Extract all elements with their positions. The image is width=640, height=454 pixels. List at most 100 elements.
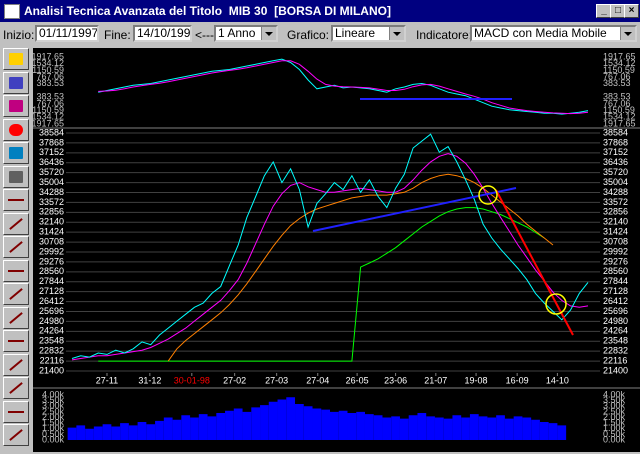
y-tick-label: 33572 bbox=[39, 197, 64, 207]
y-tick-label-right: 25696 bbox=[603, 306, 628, 316]
y-tick-label: 1917.65 bbox=[31, 118, 64, 128]
y-tick-label: 29276 bbox=[39, 256, 64, 266]
title-bar: Analisi Tecnica Avanzata del Titolo MIB … bbox=[0, 0, 640, 22]
tool-button[interactable] bbox=[3, 142, 29, 164]
y-tick-label-right: 1150.59 bbox=[603, 65, 635, 75]
volume-bar bbox=[155, 420, 164, 440]
y-tick-label-right: 26412 bbox=[603, 296, 628, 306]
start-input[interactable]: 01/11/1997 bbox=[35, 25, 99, 42]
y-tick-label: 26412 bbox=[39, 296, 64, 306]
tool-button[interactable] bbox=[3, 71, 29, 94]
chart-label: Grafico: bbox=[287, 28, 330, 42]
highlight-circle bbox=[478, 185, 498, 205]
tool-icon bbox=[8, 199, 24, 201]
volume-bar bbox=[277, 399, 287, 440]
tool-button[interactable] bbox=[3, 377, 29, 399]
volume-bar bbox=[102, 424, 112, 440]
y-tick-label: 1.00k bbox=[42, 423, 65, 433]
tool-button[interactable] bbox=[3, 165, 29, 188]
indicator-select[interactable]: MACD con Media Mobile bbox=[470, 25, 637, 42]
tool-button[interactable] bbox=[3, 189, 29, 211]
y-tick-label: 22116 bbox=[40, 355, 64, 365]
y-tick-label-right: 1534.12 bbox=[603, 112, 636, 122]
y-tick-label: 2.00k bbox=[42, 412, 65, 422]
tool-button[interactable] bbox=[3, 48, 29, 70]
y-tick-label: 31424 bbox=[39, 227, 64, 237]
y-tick-label: 383.53 bbox=[36, 92, 64, 102]
volume-bar bbox=[330, 411, 339, 440]
chart-select[interactable]: Lineare bbox=[331, 25, 406, 42]
dropdown-arrow[interactable] bbox=[620, 27, 635, 40]
tool-icon bbox=[9, 53, 23, 65]
volume-bar bbox=[338, 410, 348, 440]
tool-icon bbox=[8, 340, 24, 342]
volume-bar bbox=[181, 415, 191, 440]
y-tick-label-right: 24980 bbox=[603, 316, 628, 326]
volume-bar bbox=[417, 413, 427, 440]
volume-bar bbox=[373, 415, 383, 440]
volume-bar bbox=[198, 414, 208, 440]
y-tick-label-right: 1.00k bbox=[603, 423, 626, 433]
y-tick-label: 383.53 bbox=[36, 78, 64, 88]
y-tick-label: 21400 bbox=[39, 365, 64, 375]
y-tick-label: 32856 bbox=[39, 207, 64, 217]
tool-button[interactable] bbox=[3, 353, 29, 376]
tool-button[interactable] bbox=[3, 118, 29, 141]
y-tick-label-right: 36436 bbox=[603, 157, 628, 167]
indicator-value: MACD con Media Mobile bbox=[474, 26, 607, 40]
y-tick-label: 3.50k bbox=[42, 395, 65, 405]
volume-bar bbox=[478, 416, 488, 440]
volume-bar bbox=[557, 425, 567, 440]
end-input[interactable]: 14/10/1998 bbox=[133, 25, 192, 42]
tool-button[interactable] bbox=[3, 306, 29, 329]
y-tick-label: 0.00k bbox=[42, 434, 65, 444]
volume-bar bbox=[286, 397, 296, 440]
tool-button[interactable] bbox=[3, 400, 29, 423]
y-tick-label-right: 31424 bbox=[603, 227, 628, 237]
x-tick-label: 30-01-98 bbox=[174, 375, 210, 385]
volume-bar bbox=[233, 408, 243, 440]
volume-bar bbox=[295, 404, 304, 440]
y-tick-label-right: 3.50k bbox=[603, 395, 626, 405]
y-tick-label-right: 27128 bbox=[603, 286, 628, 296]
y-tick-label: 35720 bbox=[39, 167, 64, 177]
y-tick-label-right: 383.53 bbox=[603, 78, 631, 88]
y-tick-label-right: 2.50k bbox=[603, 406, 626, 416]
volume-bar bbox=[242, 411, 252, 440]
y-tick-label: 22832 bbox=[39, 346, 64, 356]
volume-bar bbox=[382, 417, 392, 440]
x-tick-label: 26-05 bbox=[346, 375, 369, 385]
tool-button[interactable] bbox=[3, 330, 29, 352]
tool-button[interactable] bbox=[3, 212, 29, 235]
y-tick-label-right: 30708 bbox=[603, 236, 628, 246]
volume-bar bbox=[531, 419, 540, 440]
volume-bar bbox=[163, 417, 173, 440]
tool-button[interactable] bbox=[3, 283, 29, 305]
close-button[interactable]: × bbox=[624, 4, 639, 18]
series-line bbox=[98, 60, 589, 115]
dropdown-arrow[interactable] bbox=[389, 27, 404, 40]
indicator-label: Indicatore: bbox=[416, 28, 473, 42]
volume-bar bbox=[120, 423, 129, 440]
volume-bar bbox=[434, 417, 444, 440]
volume-bar bbox=[251, 407, 261, 440]
arrow-label: <--- bbox=[195, 28, 214, 42]
y-tick-label-right: 38584 bbox=[603, 127, 628, 137]
app-icon bbox=[4, 4, 20, 19]
y-tick-label-right: 29276 bbox=[603, 256, 628, 266]
tool-button[interactable] bbox=[3, 259, 29, 282]
tool-button[interactable] bbox=[3, 95, 29, 117]
x-tick-label: 19-08 bbox=[465, 375, 488, 385]
tool-button[interactable] bbox=[3, 424, 29, 446]
volume-bar bbox=[268, 401, 278, 440]
tool-button[interactable] bbox=[3, 236, 29, 258]
x-tick-label: 14-10 bbox=[546, 375, 569, 385]
highlight-circle bbox=[545, 293, 567, 315]
volume-bar bbox=[85, 428, 94, 440]
y-tick-label-right: 0.50k bbox=[603, 429, 626, 439]
tool-icon bbox=[9, 123, 23, 136]
period-select[interactable]: 1 Anno bbox=[214, 25, 278, 42]
y-tick-label-right: 1.50k bbox=[603, 418, 626, 428]
dropdown-arrow[interactable] bbox=[261, 27, 276, 40]
